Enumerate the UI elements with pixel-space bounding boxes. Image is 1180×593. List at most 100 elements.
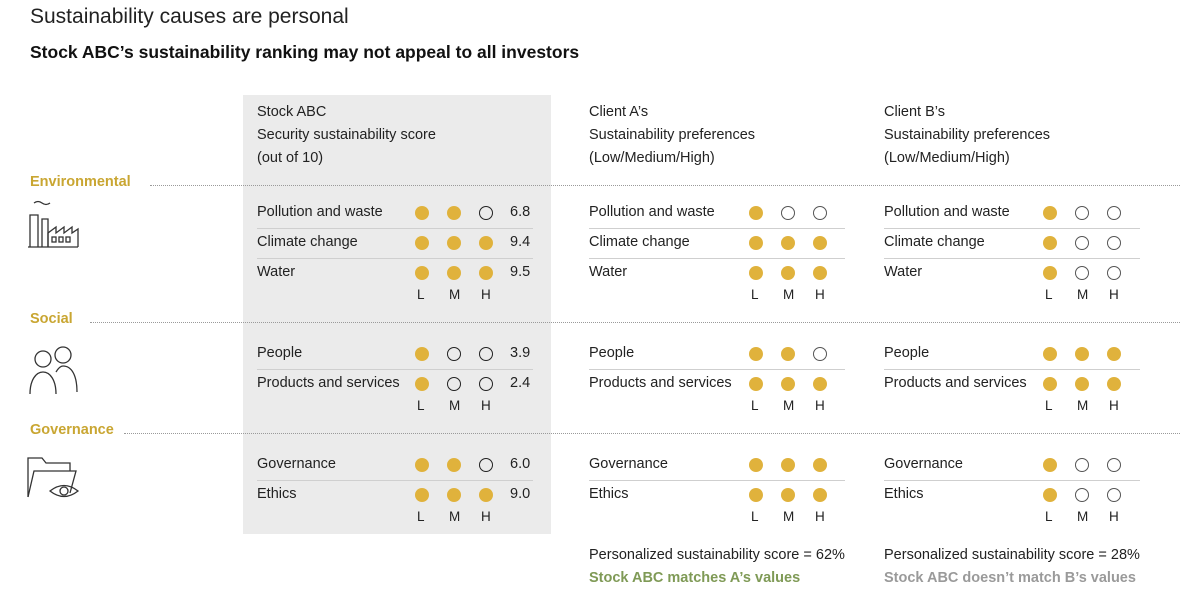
stock-header-line: Stock ABC <box>257 104 327 120</box>
row-separator <box>884 369 1140 370</box>
client-a-column-header: Client A’s Sustainability preferences (L… <box>589 101 755 170</box>
lmh-label: H <box>481 287 491 302</box>
client-b-column-header: Client B’s Sustainability preferences (L… <box>884 101 1050 170</box>
lmh-label: L <box>417 398 425 413</box>
lmh-label: L <box>751 509 759 524</box>
filled-dot <box>781 488 795 502</box>
empty-dot <box>1075 458 1089 472</box>
lmh-label: L <box>751 287 759 302</box>
lmh-label: M <box>783 509 795 524</box>
empty-dot <box>781 206 795 220</box>
stock-header-line: (out of 10) <box>257 150 324 166</box>
page-subtitle: Stock ABC’s sustainability ranking may n… <box>30 42 580 62</box>
row-separator <box>589 228 845 229</box>
empty-dot <box>813 206 827 220</box>
row-label: Products and services <box>884 375 1027 391</box>
filled-dot <box>479 236 493 250</box>
filled-dot <box>415 266 429 280</box>
empty-dot <box>479 347 493 361</box>
lmh-label: M <box>783 398 795 413</box>
filled-dot <box>1107 347 1121 361</box>
client-a-personalized-score: Personalized sustainability score = 62% <box>589 547 845 563</box>
factory-icon <box>28 200 79 248</box>
filled-dot <box>415 377 429 391</box>
empty-dot <box>447 377 461 391</box>
lmh-label: H <box>1109 398 1119 413</box>
row-label: Governance <box>257 456 336 472</box>
empty-dot <box>1107 266 1121 280</box>
empty-dot <box>479 377 493 391</box>
filled-dot <box>813 488 827 502</box>
filled-dot <box>479 488 493 502</box>
empty-dot <box>1107 236 1121 250</box>
lmh-label: L <box>1045 287 1053 302</box>
row-separator <box>884 228 1140 229</box>
filled-dot <box>781 377 795 391</box>
filled-dot <box>1043 347 1057 361</box>
row-separator <box>884 258 1140 259</box>
section-label-governance: Governance <box>30 422 114 438</box>
row-separator <box>884 480 1140 481</box>
row-separator <box>257 369 533 370</box>
row-label: People <box>257 345 303 361</box>
filled-dot <box>1043 266 1057 280</box>
empty-dot <box>479 458 493 472</box>
stock-score-value: 2.4 <box>510 375 531 391</box>
stock-header-line: Security sustainability score <box>257 127 436 143</box>
lmh-label: H <box>1109 509 1119 524</box>
row-separator <box>257 228 533 229</box>
filled-dot <box>749 458 763 472</box>
row-label: Ethics <box>884 486 924 502</box>
client-b-header-line: (Low/Medium/High) <box>884 150 1010 166</box>
section-label-environmental: Environmental <box>30 174 131 190</box>
lmh-label: M <box>449 287 461 302</box>
stock-score-value: 6.0 <box>510 456 531 472</box>
stock-panel <box>243 95 551 534</box>
section-label-social: Social <box>30 311 73 327</box>
people-icon <box>29 346 78 395</box>
client-a-match-result: Stock ABC matches A’s values <box>589 570 801 586</box>
row-label: Ethics <box>589 486 629 502</box>
lmh-label: L <box>1045 509 1053 524</box>
client-b-personalized-score: Personalized sustainability score = 28% <box>884 547 1140 563</box>
filled-dot <box>447 236 461 250</box>
row-separator <box>257 480 533 481</box>
empty-dot <box>1075 206 1089 220</box>
empty-dot <box>1107 458 1121 472</box>
lmh-label: M <box>449 509 461 524</box>
lmh-label: H <box>815 398 825 413</box>
filled-dot <box>415 458 429 472</box>
filled-dot <box>479 266 493 280</box>
row-label: Products and services <box>257 375 400 391</box>
filled-dot <box>749 347 763 361</box>
stock-score-value: 3.9 <box>510 345 531 361</box>
filled-dot <box>1043 488 1057 502</box>
filled-dot <box>415 488 429 502</box>
filled-dot <box>781 458 795 472</box>
section-divider <box>149 185 1180 186</box>
client-b-header-line: Sustainability preferences <box>884 127 1051 143</box>
row-label: Pollution and waste <box>589 204 715 220</box>
row-separator <box>589 480 845 481</box>
filled-dot <box>749 266 763 280</box>
page-title: Sustainability causes are personal <box>30 5 349 28</box>
lmh-label: L <box>751 398 759 413</box>
empty-dot <box>1107 206 1121 220</box>
lmh-label: H <box>1109 287 1119 302</box>
row-separator <box>589 369 845 370</box>
client-a-header-line: Sustainability preferences <box>589 127 756 143</box>
filled-dot <box>813 458 827 472</box>
lmh-label: H <box>815 509 825 524</box>
filled-dot <box>1043 377 1057 391</box>
row-label: Climate change <box>589 234 690 250</box>
empty-dot <box>479 206 493 220</box>
lmh-label: H <box>481 398 491 413</box>
client-b-match-result: Stock ABC doesn’t match B’s values <box>884 570 1136 586</box>
empty-dot <box>1075 266 1089 280</box>
lmh-label: H <box>815 287 825 302</box>
row-label: Pollution and waste <box>884 204 1010 220</box>
filled-dot <box>1043 458 1057 472</box>
lmh-label: M <box>1077 287 1089 302</box>
filled-dot <box>813 266 827 280</box>
client-a-header-line: (Low/Medium/High) <box>589 150 715 166</box>
